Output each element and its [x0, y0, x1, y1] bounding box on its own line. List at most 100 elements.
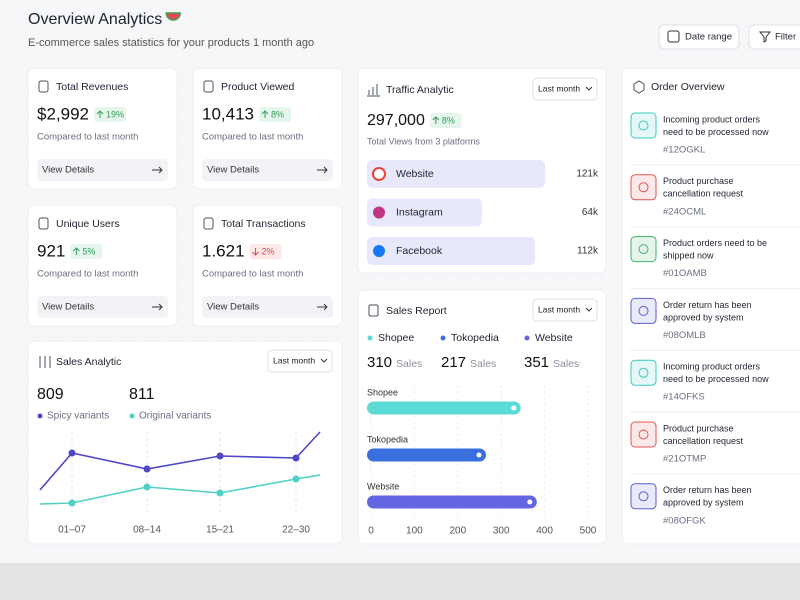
series-point	[292, 454, 300, 462]
period-dropdown[interactable]	[532, 77, 598, 101]
card	[621, 67, 800, 545]
stat-title: Unique Users	[56, 218, 120, 230]
stat-title: Total Revenues	[56, 81, 128, 93]
order-icon	[630, 421, 657, 448]
bar-label: Website	[367, 481, 399, 491]
x-tick-label: 01–07	[58, 525, 86, 536]
legend-dot	[524, 335, 530, 341]
platform-name: Website	[396, 168, 434, 180]
order-id: #08OFGK	[663, 515, 706, 526]
view-details-button[interactable]	[202, 296, 333, 318]
stat-caption: Compared to last month	[37, 269, 138, 280]
stat-caption: Compared to last month	[37, 132, 138, 143]
card	[357, 289, 607, 545]
legend-dot	[367, 335, 373, 341]
order-icon	[630, 483, 657, 510]
bar	[367, 495, 537, 509]
order-text: Product purchase	[663, 176, 734, 186]
filter-label: Filter	[775, 32, 796, 43]
bar-label: Shopee	[367, 387, 398, 397]
arrow-icon	[317, 166, 328, 174]
order-icon	[630, 359, 657, 386]
order-icon	[630, 112, 657, 139]
order-icon	[630, 236, 657, 263]
order-text: Incoming product orders	[663, 362, 761, 372]
change-value: 8%	[271, 109, 284, 119]
stat-icon	[203, 80, 214, 93]
legend-label: Original variants	[139, 411, 211, 422]
trend-arrow	[261, 110, 269, 118]
series-total: 811	[129, 386, 155, 403]
platform-value: 112k	[577, 246, 599, 257]
stat-value: 10,413	[202, 104, 254, 123]
period-label: Last month	[538, 83, 580, 93]
view-details-label: View Details	[42, 165, 94, 176]
stat-icon	[38, 217, 49, 230]
change-badge	[429, 113, 462, 128]
view-details-label: View Details	[207, 165, 259, 176]
order-icon-glyph	[638, 305, 649, 316]
order-text: Incoming product orders	[663, 114, 761, 124]
card	[192, 67, 343, 190]
arrow-icon	[152, 303, 163, 311]
bar	[367, 401, 521, 415]
x-tick-label: 15–21	[206, 525, 234, 536]
change-value: 2%	[262, 246, 275, 256]
stat-title: Product Viewed	[221, 81, 295, 93]
period-dropdown[interactable]	[267, 349, 333, 373]
order-icon-glyph	[638, 367, 649, 378]
x-tick-label: 22–30	[282, 525, 310, 536]
stat-value: $2,992	[37, 104, 89, 123]
sales-unit: Sales	[470, 358, 496, 370]
card	[27, 204, 178, 327]
x-tick-label: 0	[368, 526, 374, 537]
series-point	[143, 465, 151, 473]
order-text: cancellation request	[663, 436, 744, 446]
filter-icon	[758, 31, 772, 43]
x-tick-label: 08–14	[133, 525, 161, 536]
traffic-caption: Total Views from 3 platforms	[367, 136, 480, 146]
x-tick-label: 300	[493, 526, 510, 537]
traffic-bar	[367, 198, 482, 227]
trend-arrow	[252, 248, 259, 256]
traffic-bar	[367, 237, 536, 265]
series-point	[292, 475, 300, 483]
platform-value: 64k	[582, 207, 599, 218]
card-title: Sales Report	[386, 305, 447, 317]
sales-total: 351	[524, 354, 549, 371]
change-badge	[94, 107, 126, 122]
platform-value: 121k	[576, 169, 599, 180]
sliders-icon	[39, 356, 51, 368]
order-icon	[630, 174, 657, 201]
sales-total: 310	[367, 354, 392, 371]
platform-name: Instagram	[396, 206, 443, 218]
legend-dot	[37, 413, 43, 419]
order-id: #21OTMP	[663, 454, 706, 465]
order-text: need to be processed now	[663, 127, 769, 137]
change-value: 8%	[442, 115, 455, 125]
card	[192, 204, 343, 327]
filter-button[interactable]	[748, 24, 800, 50]
order-text: approved by system	[663, 312, 744, 322]
page-title: Overview Analytics	[28, 11, 162, 28]
change-value: 19%	[106, 109, 124, 119]
page-subtitle: E-commerce sales statistics for your pro…	[28, 37, 314, 49]
chart-icon	[367, 84, 380, 97]
box-icon	[633, 80, 645, 94]
sales-unit: Sales	[553, 358, 579, 370]
stat-value: 921	[37, 241, 65, 260]
series-point	[216, 452, 224, 460]
period-dropdown[interactable]	[532, 298, 598, 322]
date-range-button[interactable]	[658, 24, 740, 50]
platform-icon	[373, 206, 385, 219]
order-id: #14OFKS	[663, 392, 705, 403]
view-details-button[interactable]	[37, 296, 168, 318]
legend-label: Tokopedia	[451, 332, 499, 344]
view-details-button[interactable]	[202, 159, 333, 181]
order-icon-glyph	[638, 244, 649, 255]
series-line	[39, 431, 321, 491]
order-icon-glyph	[638, 491, 649, 502]
view-details-button[interactable]	[37, 159, 168, 181]
card	[27, 67, 178, 190]
